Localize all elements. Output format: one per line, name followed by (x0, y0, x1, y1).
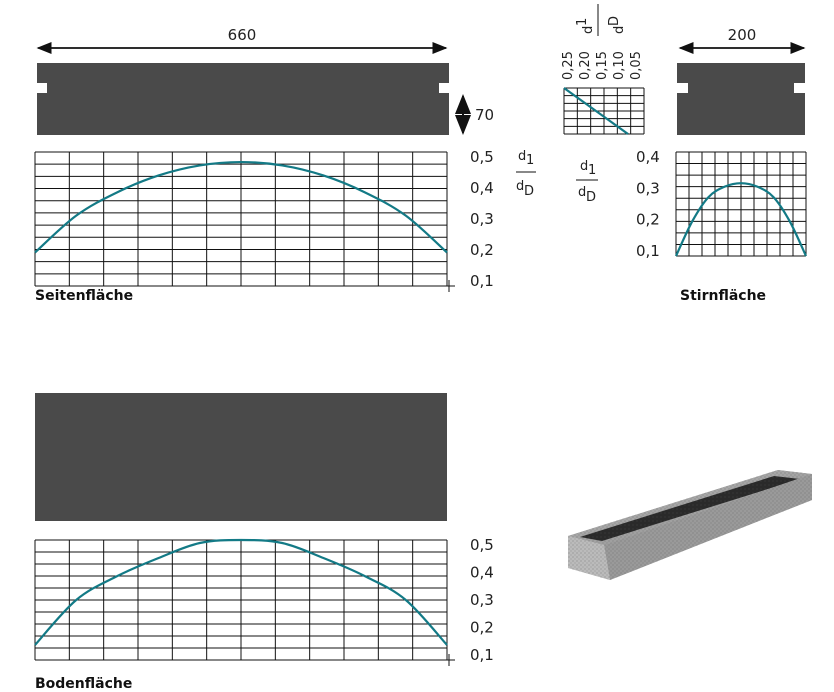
height-label: 70 (475, 106, 494, 124)
end-face-label: Stirnfläche (680, 288, 766, 304)
center-ratio-denominator-sub: D (607, 16, 622, 26)
bottom-chart-curve (34, 538, 448, 646)
ratio2-numerator: d (580, 159, 588, 174)
width-label: 200 (728, 26, 757, 44)
center-chart-ticks: 0,25 0,20 0,15 0,10 0,05 (561, 51, 644, 80)
bottom-chart-grid (34, 539, 455, 666)
ratio-denominator-sub: D (524, 184, 534, 199)
tick-label: 0,25 (561, 51, 576, 80)
ratio2-denominator-sub: D (586, 190, 596, 205)
height-dimension: 70 (455, 94, 494, 135)
tick-label: 0,3 (470, 210, 494, 228)
tick-label: 0,4 (470, 564, 494, 582)
tick-label: 0,1 (470, 272, 494, 290)
center-ratio-denominator: d (612, 26, 627, 34)
end-chart: 0,4 0,3 0,2 0,1 (636, 148, 807, 260)
ratio-numerator-sub: 1 (526, 153, 534, 168)
side-chart: 0,5 0,4 0,3 0,2 0,1 (34, 148, 494, 292)
ratio2-numerator-sub: 1 (588, 163, 596, 178)
center-ratio-numerator-sub: 1 (575, 18, 590, 26)
tick-label: 0,2 (636, 211, 660, 229)
tick-label: 0,5 (470, 536, 494, 554)
bottom-face-label: Bodenfläche (35, 676, 132, 692)
tick-label: 0,20 (578, 51, 593, 80)
ratio2-denominator: d (578, 185, 586, 200)
tick-label: 0,1 (636, 242, 660, 260)
center-ratio-header: d 1 d D (575, 4, 627, 36)
tick-label: 0,4 (470, 179, 494, 197)
end-chart-grid (675, 151, 807, 257)
ratio-numerator: d (518, 149, 526, 164)
center-chart-grid (563, 87, 645, 135)
tick-label: 0,2 (470, 619, 494, 637)
trough-photo (568, 470, 812, 580)
ratio-label-center: d 1 d D (576, 159, 598, 205)
bottom-chart: 0,5 0,4 0,3 0,2 0,1 (34, 536, 494, 666)
length-dimension: 660 (36, 26, 448, 54)
tick-label: 0,05 (629, 51, 644, 80)
side-block (37, 63, 449, 135)
tick-label: 0,10 (612, 51, 627, 80)
side-face-label: Seitenfläche (35, 288, 133, 304)
tick-label: 0,15 (595, 51, 610, 80)
end-chart-curve (675, 182, 807, 257)
tick-label: 0,3 (470, 591, 494, 609)
side-chart-ticks: 0,5 0,4 0,3 0,2 0,1 (470, 148, 494, 290)
center-chart-curve (563, 87, 629, 135)
end-chart-ticks: 0,4 0,3 0,2 0,1 (636, 148, 660, 260)
center-chart: 0,25 0,20 0,15 0,10 0,05 (561, 51, 645, 135)
bottom-chart-ticks: 0,5 0,4 0,3 0,2 0,1 (470, 536, 494, 664)
ratio-label-side: d 1 d D (516, 149, 536, 199)
ratio-denominator: d (516, 179, 524, 194)
side-chart-curve (34, 160, 448, 254)
tick-label: 0,5 (470, 148, 494, 166)
end-block (677, 63, 805, 135)
tick-label: 0,3 (636, 179, 660, 197)
center-ratio-numerator: d (581, 26, 596, 34)
side-chart-grid (34, 151, 455, 292)
tick-label: 0,4 (636, 148, 660, 166)
bottom-block (35, 393, 447, 521)
length-label: 660 (228, 26, 257, 44)
width-dimension: 200 (678, 26, 806, 54)
tick-label: 0,1 (470, 646, 494, 664)
tick-label: 0,2 (470, 241, 494, 259)
